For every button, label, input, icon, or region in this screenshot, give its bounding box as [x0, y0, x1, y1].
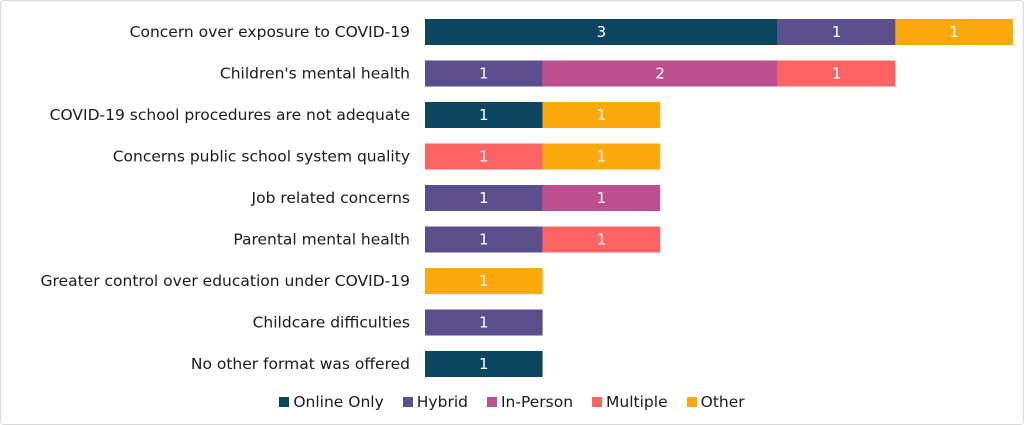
bar-segment	[895, 19, 1013, 45]
legend-label: In-Person	[500, 393, 574, 411]
legend-label: Multiple	[606, 393, 668, 411]
legend-item: Online Only	[279, 393, 384, 411]
bar-segment	[425, 351, 543, 377]
bar-segment	[542, 102, 661, 128]
data-label: 1	[479, 148, 489, 166]
bar-segment	[542, 143, 661, 170]
category-label: Job related concerns	[251, 189, 410, 207]
data-label: 1	[479, 189, 489, 207]
data-label: 1	[479, 355, 489, 373]
data-label: 1	[479, 272, 489, 290]
data-label: 1	[479, 231, 489, 249]
bar-segment	[777, 60, 896, 87]
category-label: Childcare difficulties	[253, 314, 410, 332]
stacked-bar-chart: Concern over exposure to COVID-19 3 1 1 Chil…	[41, 19, 1013, 377]
bar-segment	[425, 60, 543, 87]
category-label: Concerns public school system quality	[113, 148, 410, 166]
legend-swatch	[592, 397, 603, 407]
data-label: 1	[597, 148, 607, 166]
category-label: Children's mental health	[220, 65, 410, 83]
bar-segment	[542, 185, 661, 211]
category-label: Parental mental health	[233, 231, 410, 249]
category-label: No other format was offered	[191, 355, 410, 373]
bar-segment	[777, 19, 896, 45]
legend-label: Hybrid	[416, 393, 468, 411]
bar-segment	[425, 102, 543, 128]
category-label: COVID-19 school procedures are not adequ…	[50, 106, 410, 124]
bar-segment	[425, 185, 543, 211]
legend-item: Hybrid	[402, 393, 468, 411]
data-label: 1	[479, 65, 489, 83]
bar-segment	[425, 143, 543, 170]
legend-swatch	[279, 397, 290, 407]
bar-segment	[425, 268, 543, 294]
legend-swatch	[486, 397, 497, 407]
category-label: Greater control over education under COV…	[41, 272, 410, 290]
legend-item: In-Person	[486, 393, 574, 411]
data-label: 1	[597, 231, 607, 249]
data-label: 3	[597, 23, 607, 41]
bar-segment	[425, 226, 543, 253]
bar-segment	[542, 60, 778, 87]
legend-swatch	[686, 397, 697, 407]
bar-segment	[425, 309, 543, 336]
data-label: 1	[479, 106, 489, 124]
data-label: 1	[949, 23, 959, 41]
data-label: 1	[832, 23, 842, 41]
bar-segment	[425, 19, 778, 45]
legend-label: Other	[700, 393, 745, 411]
category-label: Concern over exposure to COVID-19	[130, 23, 410, 41]
chart-legend: Online Only Hybrid In-Person Multiple Other	[0, 393, 1024, 411]
data-label: 1	[597, 106, 607, 124]
data-label: 2	[655, 65, 665, 83]
data-label: 1	[479, 314, 489, 332]
legend-item: Multiple	[592, 393, 668, 411]
legend-label: Online Only	[293, 393, 384, 411]
data-label: 1	[597, 189, 607, 207]
legend-item: Other	[686, 393, 745, 411]
legend-swatch	[402, 397, 413, 407]
data-label: 1	[832, 65, 842, 83]
bar-segment	[542, 226, 661, 253]
